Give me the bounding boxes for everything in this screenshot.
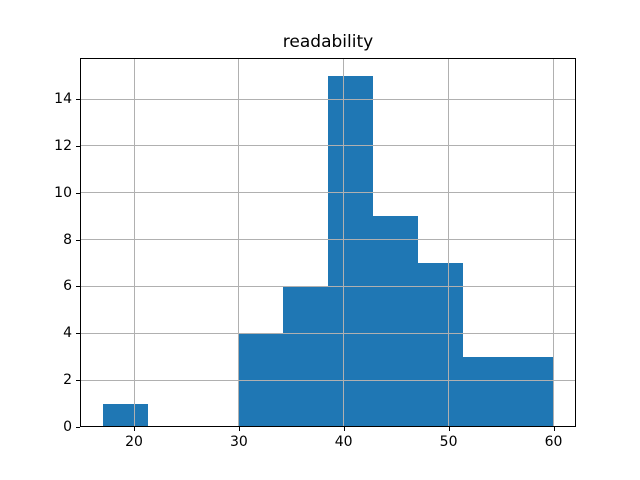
y-tick-label: 0	[63, 419, 72, 435]
y-gridline	[80, 285, 576, 287]
y-tick-mark	[76, 192, 80, 194]
y-gridline	[80, 145, 576, 147]
histogram-bar	[282, 286, 328, 427]
histogram-bar	[463, 356, 509, 427]
histogram-bar	[102, 403, 148, 427]
plot-area	[80, 58, 576, 427]
y-tick-label: 12	[54, 137, 72, 154]
y-tick-mark	[76, 145, 80, 147]
y-tick-mark	[76, 286, 80, 288]
y-tick-mark	[76, 380, 80, 382]
y-tick-mark	[76, 99, 80, 100]
y-tick-mark	[76, 427, 80, 428]
x-tick-label: 40	[334, 434, 353, 450]
y-tick-label: 8	[63, 231, 72, 248]
histogram-bar	[328, 75, 374, 427]
y-gridline	[80, 332, 576, 334]
y-tick-label: 2	[63, 372, 72, 389]
chart-title: readability	[282, 32, 374, 52]
x-tick-label: 60	[544, 434, 563, 450]
x-gridline	[133, 58, 135, 427]
histogram-bar	[508, 356, 554, 427]
x-tick-mark	[343, 427, 345, 431]
x-tick-label: 30	[229, 434, 248, 450]
histogram-bar	[373, 216, 419, 427]
y-gridline	[80, 192, 576, 194]
y-tick-mark	[76, 333, 80, 335]
x-tick-mark	[238, 427, 240, 431]
x-gridline	[448, 58, 450, 427]
y-gridline	[80, 98, 576, 100]
x-gridline	[343, 58, 345, 427]
x-tick-mark	[134, 427, 135, 431]
x-tick-label: 50	[439, 434, 458, 450]
x-tick-mark	[448, 427, 450, 431]
x-tick-label: 20	[125, 434, 143, 450]
y-tick-label: 10	[54, 184, 72, 201]
x-gridline	[238, 58, 240, 427]
y-tick-label: 4	[63, 325, 72, 342]
x-tick-mark	[553, 427, 555, 431]
y-tick-mark	[76, 239, 80, 241]
histogram-bar	[418, 263, 464, 427]
x-gridline	[553, 58, 554, 427]
y-tick-label: 14	[54, 91, 72, 107]
y-gridline	[80, 379, 576, 381]
y-gridline	[80, 239, 576, 241]
y-tick-label: 6	[63, 278, 72, 295]
